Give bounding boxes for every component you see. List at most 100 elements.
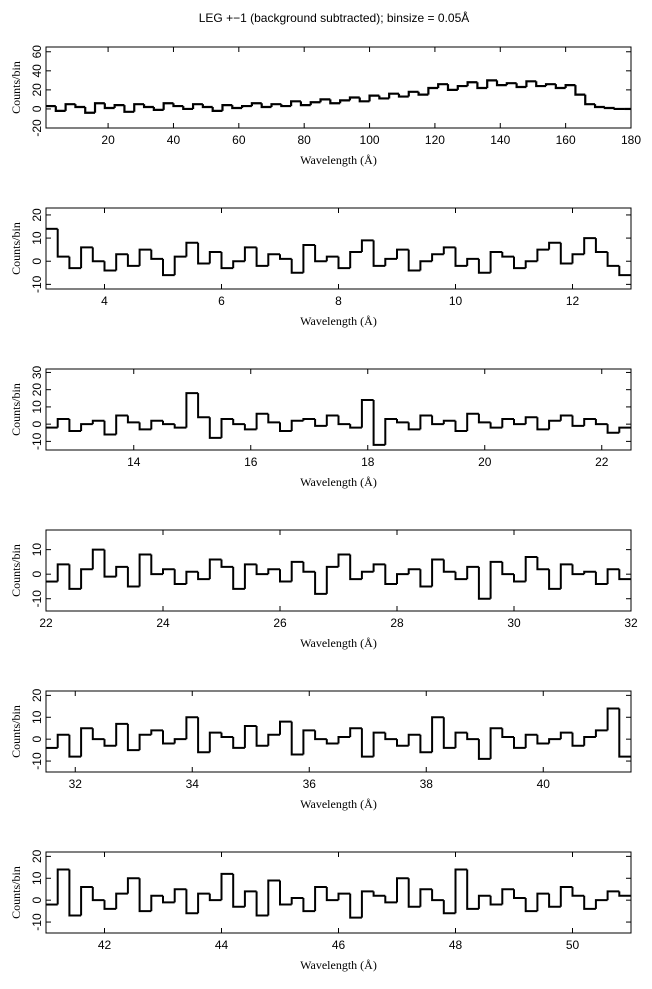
step-bin bbox=[477, 739, 491, 760]
step-bin bbox=[221, 104, 233, 111]
step-bin bbox=[280, 104, 292, 108]
step-bin bbox=[431, 253, 444, 262]
step-bin bbox=[232, 260, 245, 269]
step-bin bbox=[126, 723, 140, 752]
step-bin bbox=[68, 256, 82, 270]
y-tick-label: 0 bbox=[30, 736, 44, 743]
step-bin bbox=[115, 253, 128, 271]
step-bin bbox=[349, 424, 362, 429]
step-bin bbox=[162, 568, 175, 575]
step-bin bbox=[559, 414, 573, 421]
step-bin bbox=[302, 244, 316, 273]
step-bin bbox=[396, 248, 409, 259]
step-bin bbox=[113, 104, 125, 108]
plot-frame bbox=[45, 207, 632, 290]
step-bin bbox=[267, 879, 280, 916]
step-bin bbox=[372, 891, 386, 897]
step-bin bbox=[103, 549, 117, 578]
step-bin bbox=[56, 563, 70, 582]
x-tick-label: 30 bbox=[507, 616, 521, 630]
x-axis-label: Wavelength (Å) bbox=[300, 314, 377, 328]
step-bin bbox=[138, 248, 152, 266]
step-bin bbox=[559, 563, 573, 589]
step-bin bbox=[68, 418, 82, 433]
step-bin bbox=[372, 240, 386, 267]
step-bin bbox=[368, 94, 380, 102]
step-bin bbox=[446, 84, 458, 91]
x-axis-label: Wavelength (Å) bbox=[300, 475, 377, 489]
step-bin bbox=[618, 426, 631, 433]
step-bin bbox=[325, 887, 339, 902]
y-tick-label: 0 bbox=[30, 897, 44, 904]
step-bin bbox=[325, 565, 339, 594]
x-tick-label: 22 bbox=[39, 616, 53, 630]
step-bin bbox=[123, 105, 135, 113]
y-tick-label: -10 bbox=[30, 275, 44, 293]
step-bin bbox=[505, 82, 517, 86]
step-bin bbox=[208, 250, 222, 264]
step-bin bbox=[442, 717, 456, 749]
x-tick-label: 40 bbox=[537, 777, 551, 791]
step-bin bbox=[349, 893, 362, 919]
step-bin bbox=[290, 100, 301, 107]
step-bin bbox=[279, 569, 292, 583]
step-bin bbox=[618, 891, 631, 897]
step-bin bbox=[126, 415, 140, 424]
step-bin bbox=[302, 729, 316, 755]
step-bin bbox=[574, 85, 586, 96]
step-bin bbox=[255, 564, 269, 576]
step-bin bbox=[513, 736, 526, 749]
step-bin bbox=[68, 869, 82, 917]
step-bin bbox=[279, 422, 292, 433]
step-bin bbox=[182, 106, 194, 111]
step-bin bbox=[299, 101, 311, 107]
x-tick-label: 160 bbox=[556, 133, 576, 147]
step-bin bbox=[388, 92, 399, 99]
step-bin bbox=[396, 418, 409, 424]
step-bin bbox=[378, 95, 390, 100]
step-bin bbox=[302, 561, 316, 573]
step-bin bbox=[513, 256, 526, 270]
step-bin bbox=[349, 554, 362, 581]
y-tick-label: -10 bbox=[30, 432, 44, 450]
step-bin bbox=[524, 733, 538, 748]
step-bin bbox=[360, 728, 374, 758]
step-bin bbox=[243, 563, 257, 589]
step-bin bbox=[466, 732, 479, 741]
step-bin bbox=[442, 559, 456, 573]
step-bin bbox=[360, 570, 374, 580]
step-bin bbox=[243, 246, 257, 262]
step-bin bbox=[603, 106, 615, 110]
x-tick-label: 6 bbox=[218, 294, 225, 308]
step-bin bbox=[513, 889, 526, 899]
step-bin bbox=[384, 564, 397, 585]
step-bin bbox=[208, 731, 222, 753]
step-bin bbox=[220, 732, 234, 738]
step-bin bbox=[536, 892, 550, 912]
step-bin bbox=[407, 878, 421, 908]
step-bin bbox=[544, 83, 556, 87]
step-bin bbox=[232, 418, 245, 426]
step-bin bbox=[103, 739, 117, 747]
step-bin bbox=[290, 258, 304, 274]
step-bin bbox=[554, 84, 566, 90]
step-bin bbox=[133, 103, 145, 112]
step-bin bbox=[348, 96, 360, 101]
step-bin bbox=[548, 419, 561, 430]
y-tick-label: 20 bbox=[30, 688, 44, 702]
step-bin bbox=[115, 565, 128, 577]
step-bin bbox=[201, 104, 213, 109]
step-bin bbox=[290, 721, 304, 756]
step-bin bbox=[466, 81, 478, 87]
step-bin bbox=[477, 566, 491, 600]
step-bin bbox=[466, 412, 479, 432]
step-bin bbox=[162, 102, 174, 110]
step-bin bbox=[56, 733, 70, 748]
step-bin bbox=[162, 895, 175, 904]
step-bin bbox=[524, 416, 538, 425]
step-bin bbox=[536, 734, 550, 745]
step-bin bbox=[513, 418, 526, 426]
step-bin bbox=[454, 571, 468, 581]
step-bin bbox=[477, 413, 491, 424]
